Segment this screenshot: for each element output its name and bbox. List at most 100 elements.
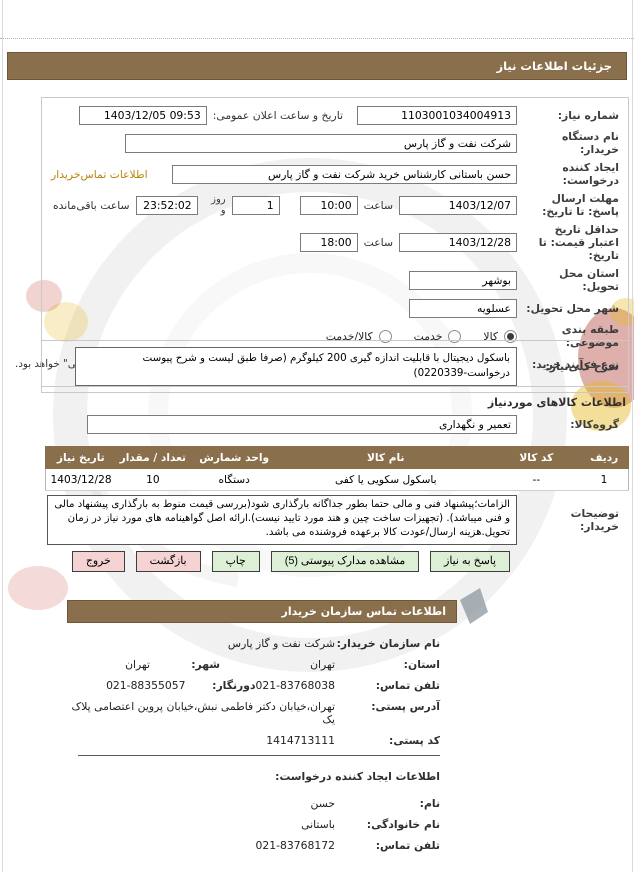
- radio-goods-service[interactable]: [378, 329, 392, 343]
- price-validity-label: حداقل تاریخ اعتبار قیمت: تا تاریخ:: [538, 223, 619, 262]
- province-city-row: استان: تهران شهر: تهران: [68, 658, 440, 671]
- need-info-box: شماره نیاز: 1103001034004913 تاریخ و ساع…: [15, 97, 629, 387]
- view-attachments-button[interactable]: مشاهده مدارک پیوستی (5): [270, 551, 420, 572]
- price-validity-time-field[interactable]: 18:00: [299, 233, 358, 252]
- buyer-contact-info: نام سازمان خریدار: شرکت نفت و گاز پارس ا…: [68, 637, 440, 860]
- creator-first-name-label: نام:: [419, 797, 440, 810]
- reply-deadline-date-field[interactable]: 1403/12/07: [399, 195, 517, 215]
- postal-address-label: آدرس پستی:: [371, 700, 440, 713]
- creator-first-name-value: حسن: [310, 797, 335, 810]
- reply-deadline-row: مهلت ارسال پاسخ: تا تاریخ: 1403/12/07 سا…: [51, 192, 619, 218]
- creator-phone-value: 021-83768172: [255, 839, 335, 852]
- announce-datetime-field[interactable]: 1403/12/05 09:53: [78, 105, 207, 125]
- phone-fax-row: تلفن تماس: 021-83768038 دورنگار: 021-883…: [68, 679, 440, 692]
- org-name-row: نام سازمان خریدار: شرکت نفت و گاز پارس: [68, 637, 440, 650]
- buyer-org-label: نام دستگاه خریدار:: [561, 130, 619, 156]
- creator-phone-row: تلفن تماس: 021-83768172: [68, 839, 440, 852]
- contact-phone-value: 021-83768038: [255, 679, 335, 692]
- contact-province-value: تهران: [310, 658, 335, 671]
- back-button[interactable]: بازگشت: [135, 551, 201, 572]
- announce-datetime-label: تاریخ و ساعت اعلان عمومی:: [212, 108, 343, 122]
- remaining-time-field: 23:52:02: [135, 195, 198, 215]
- org-name-value: شرکت نفت و گاز پارس: [227, 637, 335, 650]
- print-button[interactable]: چاپ: [211, 551, 260, 572]
- col-item-name: نام کالا: [278, 446, 494, 469]
- buyer-org-row: نام دستگاه خریدار: شرکت نفت و گاز پارس: [51, 130, 619, 156]
- subject-classification-row: طبقه بندی موضوعی: کالا خدمت کالا/خدمت: [51, 323, 619, 349]
- remaining-days-field: 1: [231, 195, 280, 215]
- goods-table-header-row: ردیف کد کالا نام کالا واحد شمارش تعداد /…: [45, 446, 629, 469]
- contact-phone-label: تلفن تماس:: [375, 679, 440, 692]
- creator-phone-label: تلفن تماس:: [375, 839, 440, 852]
- contact-province-label: استان:: [403, 658, 440, 671]
- reply-to-need-button[interactable]: پاسخ به نیاز: [430, 551, 510, 572]
- deadline-hour-label: ساعت: [363, 198, 393, 212]
- creator-info-heading: اطلاعات ایجاد کننده درخواست:: [275, 770, 440, 783]
- radio-goods-service-label: کالا/خدمت: [325, 329, 373, 343]
- section-title: جزئیات اطلاعات نیاز: [496, 59, 612, 73]
- goods-table-wrap: ردیف کد کالا نام کالا واحد شمارش تعداد /…: [45, 446, 629, 491]
- contact-fax-value: 021-88355057: [106, 679, 186, 692]
- need-number-row: شماره نیاز: 1103001034004913 تاریخ و ساع…: [51, 105, 619, 125]
- col-quantity: تعداد / مقدار: [115, 446, 191, 469]
- validity-hour-label: ساعت: [363, 236, 393, 249]
- buyer-contact-link[interactable]: اطلاعات تماس‌خریدار: [51, 167, 148, 181]
- price-validity-date-field[interactable]: 1403/12/28: [399, 233, 517, 252]
- buyer-notes-field[interactable]: الزامات؛پیشنهاد فنی و مالی حتما بطور جدا…: [47, 495, 517, 545]
- contact-city-label: شهر:: [191, 658, 220, 671]
- need-description-box: شرح کلی‌نیاز: باسکول دیجیتال با قابلیت ا…: [41, 340, 629, 393]
- request-creator-row: ایجاد کننده درخواست: حسن باستانی کارشناس…: [51, 161, 619, 187]
- page-right-border: [632, 0, 633, 872]
- creator-last-name-label: نام خانوادگی:: [366, 818, 440, 831]
- delivery-province-row: استان محل تحویل: بوشهر: [51, 267, 619, 293]
- creator-first-name-row: نام: حسن: [68, 797, 440, 810]
- purchase-process-label: نوع فرآیند خرید:: [531, 357, 619, 371]
- radio-goods-label: کالا: [483, 329, 498, 343]
- exit-button[interactable]: خروج: [71, 551, 125, 572]
- contact-divider: [78, 755, 440, 756]
- postal-address-value: تهران،خیابان دکتر فاطمی نبش،خیابان پروین…: [71, 700, 335, 726]
- cell-need-date: 1403/12/28: [45, 468, 117, 491]
- buyer-org-field[interactable]: شرکت نفت و گاز پارس: [125, 133, 517, 153]
- reply-deadline-time-field[interactable]: 10:00: [299, 195, 358, 215]
- creator-last-name-row: نام خانوادگی: باستانی: [68, 818, 440, 831]
- goods-group-field[interactable]: تعمیر و نگهداری: [87, 415, 517, 434]
- goods-group-label: گروه‌کالا:: [570, 418, 619, 431]
- need-description-field[interactable]: باسکول دیجیتال با قابلیت اندازه گیری 200…: [75, 347, 517, 386]
- col-count-unit: واحد شمارش: [189, 446, 280, 469]
- col-need-date: تاریخ نیاز: [45, 446, 117, 469]
- cell-row-number: 1: [579, 468, 629, 491]
- postal-code-value: 1414713111: [266, 734, 335, 747]
- delivery-province-field[interactable]: بوشهر: [409, 270, 517, 290]
- request-creator-label: ایجاد کننده درخواست:: [562, 161, 619, 187]
- buyer-notes-row: توضیحات خریدار: الزامات؛پیشنهاد فنی و ما…: [47, 495, 619, 545]
- top-dotted-divider: [0, 38, 634, 39]
- contact-fax-label: دورنگار:: [212, 679, 256, 692]
- postal-code-row: کد پستی: 1414713111: [68, 734, 440, 747]
- creator-last-name-value: باستانی: [301, 818, 335, 831]
- cell-count-unit: دستگاه: [189, 468, 279, 491]
- action-buttons-row: پاسخ به نیاز مشاهده مدارک پیوستی (5) چاپ…: [71, 551, 510, 572]
- page-left-border: [2, 0, 3, 872]
- goods-group-row: گروه‌کالا: تعمیر و نگهداری: [87, 415, 619, 434]
- table-row: 1 -- باسکول سکویی یا کفی دستگاه 10 1403/…: [45, 468, 629, 491]
- request-creator-field[interactable]: حسن باستانی کارشناس خرید شرکت نفت و گاز …: [171, 164, 517, 184]
- need-description-label: شرح کلی‌نیاز:: [545, 360, 619, 373]
- col-row-number: ردیف: [579, 446, 629, 469]
- remaining-days-label: روز و: [211, 194, 226, 216]
- col-item-code: کد کالا: [492, 446, 581, 469]
- need-number-field[interactable]: 1103001034004913: [357, 105, 517, 125]
- delivery-city-row: شهر محل تحویل: عسلویه: [51, 298, 619, 318]
- cell-quantity: 10: [116, 468, 190, 491]
- section-header-need-details: جزئیات اطلاعات نیاز: [7, 52, 627, 80]
- buyer-contact-title: اطلاعات تماس سازمان خریدار: [281, 605, 446, 618]
- radio-service[interactable]: [448, 329, 462, 343]
- delivery-city-field[interactable]: عسلویه: [409, 298, 517, 318]
- radio-goods[interactable]: [504, 329, 517, 343]
- postal-address-row: آدرس پستی: تهران،خیابان دکتر فاطمی نبش،خ…: [68, 700, 440, 726]
- delivery-city-label: شهر محل تحویل:: [526, 301, 619, 315]
- section-header-buyer-contact: اطلاعات تماس سازمان خریدار: [67, 600, 457, 623]
- buyer-notes-label: توضیحات خریدار:: [570, 507, 619, 533]
- contact-city-value: تهران: [125, 658, 150, 671]
